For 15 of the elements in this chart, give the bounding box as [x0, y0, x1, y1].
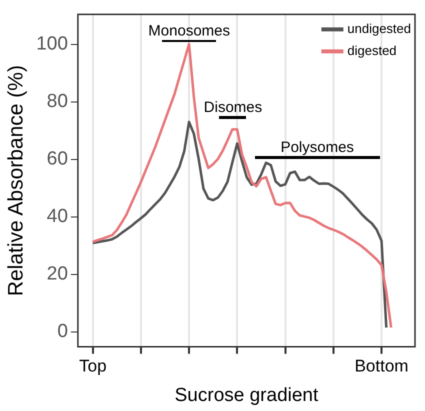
x-tick-label: Bottom	[354, 356, 408, 376]
y-tick-label: 0	[57, 321, 68, 342]
y-tick-label: 100	[36, 34, 68, 55]
x-tick-label: Top	[79, 356, 107, 376]
y-tick-label: 20	[46, 264, 68, 285]
y-tick-label: 80	[46, 91, 68, 112]
y-tick-label: 60	[46, 148, 68, 170]
legend-label: undigested	[347, 20, 412, 36]
annotation: Disomes	[204, 99, 262, 116]
annotation: Polysomes	[280, 138, 354, 156]
annotation: Monosomes	[148, 22, 230, 40]
y-tick-label: 40	[46, 206, 68, 228]
y-axis-title: Relative Absorbance (%)	[4, 65, 28, 296]
x-axis-title: Sucrose gradient	[174, 384, 319, 406]
legend-label: digested	[347, 42, 397, 58]
